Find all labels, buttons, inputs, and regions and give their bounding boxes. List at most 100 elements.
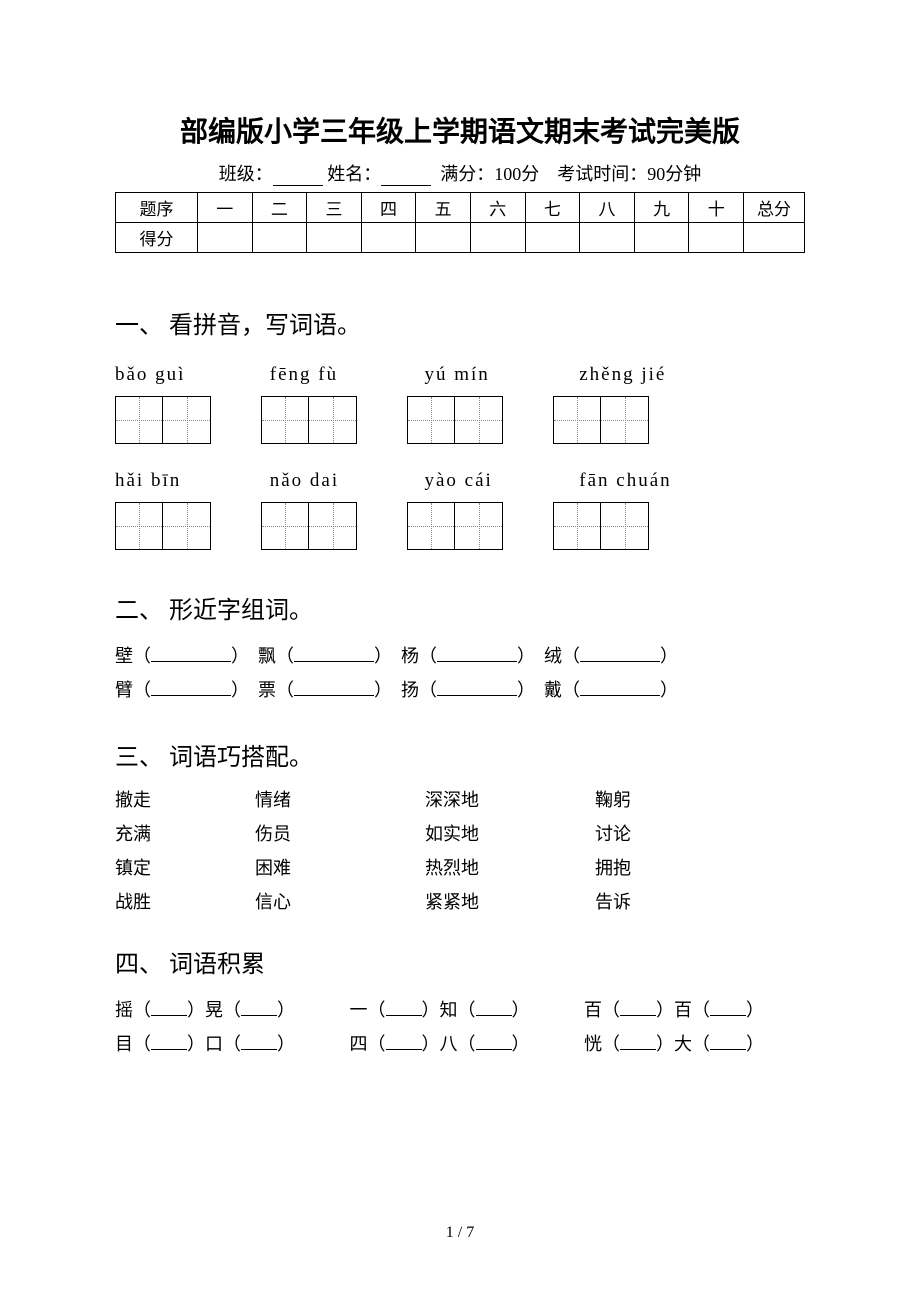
fill-blank[interactable] [580,678,660,696]
q4-char: 晃 [205,1000,223,1020]
q3-word: 热烈地 [425,854,595,880]
section4-heading: 四、 词语积累 [115,944,805,979]
score-row2-label: 得分 [116,223,198,253]
score-col: 八 [580,193,635,223]
fill-blank[interactable] [476,998,512,1016]
q3-word: 深深地 [425,786,595,812]
fill-blank[interactable] [294,678,374,696]
q2-char: 票 [258,680,276,700]
q4-line-2: 目（）口（） 四（）八（） 恍（）大（） [115,1027,805,1061]
char-box-pair[interactable] [261,396,357,444]
q4-char: 八 [440,1034,458,1054]
fill-blank[interactable] [437,644,517,662]
score-cell[interactable] [361,223,416,253]
score-col: 四 [361,193,416,223]
char-boxes-row-1 [115,396,805,444]
q2-char: 杨 [401,646,419,666]
q3-word: 紧紧地 [425,888,595,914]
score-cell[interactable] [197,223,252,253]
fill-blank[interactable] [386,1032,422,1050]
section3-heading: 三、 词语巧搭配。 [115,737,805,772]
char-box-pair[interactable] [261,502,357,550]
section1-heading: 一、 看拼音，写词语。 [115,305,805,340]
q2-char: 飘 [258,646,276,666]
char-box-pair[interactable] [553,502,649,550]
pinyin: fēng fù [270,364,418,386]
char-boxes-row-2 [115,502,805,550]
fill-blank[interactable] [386,998,422,1016]
fill-blank[interactable] [580,644,660,662]
fill-blank[interactable] [151,998,187,1016]
q3-grid: 撤走 情绪 深深地 鞠躬 充满 伤员 如实地 讨论 镇定 困难 热烈地 拥抱 战… [115,786,805,914]
class-blank[interactable] [273,168,323,186]
name-blank[interactable] [381,168,431,186]
q2-line-1: 壁（） 飘（） 杨（） 绒（） [115,639,805,673]
pinyin: nǎo dai [270,470,418,492]
score-cell[interactable] [580,223,635,253]
char-box-pair[interactable] [553,396,649,444]
class-label: 班级： [219,164,273,184]
q4-char: 四 [350,1034,368,1054]
q4-char: 百 [584,1000,602,1020]
page-footer: 1 / 7 [0,1224,920,1242]
q2-char: 戴 [544,680,562,700]
pinyin: yú mín [425,364,573,386]
fill-blank[interactable] [241,998,277,1016]
pinyin-row-2: hǎi bīn nǎo dai yào cái fān chuán [115,470,805,492]
q4-char: 百 [674,1000,692,1020]
q4-char: 摇 [115,1000,133,1020]
score-row1-label: 题序 [116,193,198,223]
score-cell[interactable] [252,223,307,253]
q4-char: 一 [350,1000,368,1020]
q4-char: 口 [205,1034,223,1054]
q3-word: 充满 [115,820,255,846]
score-col: 二 [252,193,307,223]
q4-char: 恍 [584,1034,602,1054]
fill-blank[interactable] [151,644,231,662]
score-cell[interactable] [416,223,471,253]
name-label: 姓名： [327,164,381,184]
score-table: 题序 一 二 三 四 五 六 七 八 九 十 总分 得分 [115,192,805,253]
score-total-cell[interactable] [744,223,805,253]
score-cell[interactable] [525,223,580,253]
page-title: 部编版小学三年级上学期语文期末考试完美版 [115,110,805,150]
score-cell[interactable] [307,223,362,253]
fill-blank[interactable] [710,998,746,1016]
score-value-row: 得分 [116,223,805,253]
char-box-pair[interactable] [115,502,211,550]
pinyin: fān chuán [579,470,671,492]
char-box-pair[interactable] [407,396,503,444]
section2-heading: 二、 形近字组词。 [115,590,805,625]
fill-blank[interactable] [294,644,374,662]
q3-word: 伤员 [255,820,425,846]
pinyin: hǎi bīn [115,470,263,492]
score-cell[interactable] [470,223,525,253]
pinyin: bǎo guì [115,364,263,386]
char-box-pair[interactable] [115,396,211,444]
fill-blank[interactable] [437,678,517,696]
fill-blank[interactable] [620,1032,656,1050]
char-box-pair[interactable] [407,502,503,550]
fill-blank[interactable] [710,1032,746,1050]
pinyin-row-1: bǎo guì fēng fù yú mín zhěng jié [115,364,805,386]
fill-blank[interactable] [151,678,231,696]
fill-blank[interactable] [241,1032,277,1050]
q4-char: 大 [674,1034,692,1054]
info-line: 班级： 姓名： 满分：100分 考试时间：90分钟 [115,160,805,186]
q3-word: 如实地 [425,820,595,846]
score-cell[interactable] [634,223,689,253]
fill-blank[interactable] [151,1032,187,1050]
time-label: 考试时间： [557,164,647,184]
q3-word: 情绪 [255,786,425,812]
fill-blank[interactable] [620,998,656,1016]
q3-word: 信心 [255,888,425,914]
pinyin: yào cái [425,470,573,492]
score-col: 六 [470,193,525,223]
pinyin: zhěng jié [579,364,666,386]
score-col: 十 [689,193,744,223]
score-col: 一 [197,193,252,223]
score-cell[interactable] [689,223,744,253]
q3-word: 讨论 [595,820,805,846]
q4-line-1: 摇（）晃（） 一（）知（） 百（）百（） [115,993,805,1027]
fill-blank[interactable] [476,1032,512,1050]
